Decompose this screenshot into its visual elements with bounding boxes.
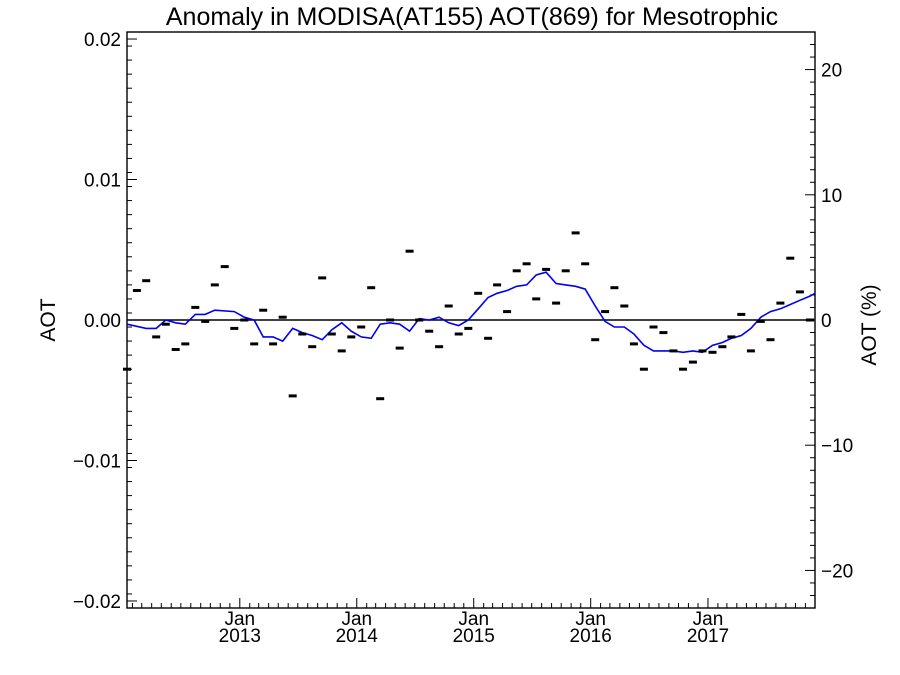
data-points: [123, 231, 814, 401]
y2-tick-label: −20: [821, 561, 853, 582]
data-point: [327, 332, 336, 336]
data-point: [220, 265, 229, 269]
x-tick-month-label: Jan: [224, 609, 255, 630]
y2-tick-label: 10: [821, 186, 842, 207]
y2-axis-title: AOT (%): [858, 284, 881, 365]
data-point: [601, 310, 610, 314]
y-tick-label: −0.01: [73, 451, 121, 472]
data-point: [337, 349, 346, 353]
data-point: [698, 349, 707, 353]
data-point: [718, 345, 727, 349]
data-point: [727, 335, 736, 339]
data-point: [347, 335, 356, 339]
y-axis-title: AOT: [37, 298, 60, 341]
data-point: [454, 332, 463, 336]
x-tick-year-label: 2015: [453, 626, 495, 647]
data-point: [435, 345, 444, 349]
data-point: [708, 350, 717, 354]
y-tick-label: 0.01: [84, 171, 121, 192]
data-point: [503, 310, 512, 314]
data-point: [357, 325, 366, 329]
data-point: [688, 360, 697, 364]
data-point: [250, 342, 259, 346]
data-point: [766, 338, 775, 342]
smoothed-series-line: [126, 271, 816, 354]
data-point: [484, 336, 493, 340]
data-point: [746, 349, 755, 353]
data-point: [581, 262, 590, 266]
data-point: [474, 291, 483, 295]
y-tick-label: −0.02: [73, 592, 121, 613]
data-point: [552, 301, 561, 305]
data-point: [425, 329, 434, 333]
data-point: [161, 322, 170, 326]
data-point: [405, 249, 414, 253]
data-point: [201, 319, 210, 323]
data-point: [444, 304, 453, 308]
data-point: [542, 267, 551, 271]
data-point: [561, 269, 570, 273]
data-point: [795, 290, 804, 294]
data-point: [259, 308, 268, 312]
data-point: [278, 315, 287, 319]
data-point: [591, 338, 600, 342]
axis-ticks: [127, 31, 816, 609]
x-tick-month-label: Jan: [693, 609, 724, 630]
data-point: [512, 269, 521, 273]
data-point: [210, 283, 219, 287]
data-point: [376, 397, 385, 401]
data-point: [464, 326, 473, 330]
data-point: [571, 231, 580, 235]
x-tick-year-label: 2013: [219, 626, 261, 647]
y-tick-label: 0.00: [84, 311, 121, 332]
data-point: [805, 318, 814, 322]
y2-tick-label: −10: [821, 436, 853, 457]
data-point: [629, 342, 638, 346]
data-point: [395, 346, 404, 350]
data-point: [737, 312, 746, 316]
data-point: [786, 256, 795, 260]
y2-tick-label: 0: [821, 311, 832, 332]
y2-tick-label: 20: [821, 61, 842, 82]
data-point: [776, 301, 785, 305]
data-point: [191, 305, 200, 309]
data-point: [152, 335, 161, 339]
data-point: [522, 262, 531, 266]
data-point: [230, 326, 239, 330]
data-point: [308, 345, 317, 349]
data-point: [669, 349, 678, 353]
data-point: [298, 332, 307, 336]
data-point: [649, 325, 658, 329]
data-point: [269, 342, 278, 346]
x-tick-year-label: 2014: [336, 626, 379, 647]
data-point: [367, 286, 376, 290]
data-point: [415, 318, 424, 322]
chart-title: Anomaly in MODISA(AT155) AOT(869) for Me…: [166, 3, 778, 31]
x-tick-month-label: Jan: [575, 609, 606, 630]
data-point: [620, 304, 629, 308]
data-point: [132, 289, 141, 292]
axis-tick-labels: 0.020.010.00−0.01−0.0220100−10−20Jan2013…: [73, 30, 853, 647]
x-tick-month-label: Jan: [458, 609, 489, 630]
data-point: [493, 283, 502, 287]
x-tick-year-label: 2017: [687, 626, 729, 647]
data-point: [288, 394, 297, 398]
y-tick-label: 0.02: [84, 30, 121, 51]
data-point: [318, 276, 327, 280]
data-point: [610, 286, 619, 290]
data-point: [659, 331, 668, 335]
data-point: [123, 367, 131, 371]
x-tick-year-label: 2016: [570, 626, 612, 647]
data-point: [639, 367, 648, 371]
data-point: [532, 297, 541, 301]
x-tick-month-label: Jan: [341, 609, 372, 630]
data-point: [240, 318, 249, 322]
data-point: [181, 342, 190, 346]
data-point: [756, 319, 765, 323]
data-point: [142, 279, 151, 283]
data-point: [386, 318, 395, 322]
data-point: [679, 367, 687, 371]
data-point: [171, 348, 180, 351]
